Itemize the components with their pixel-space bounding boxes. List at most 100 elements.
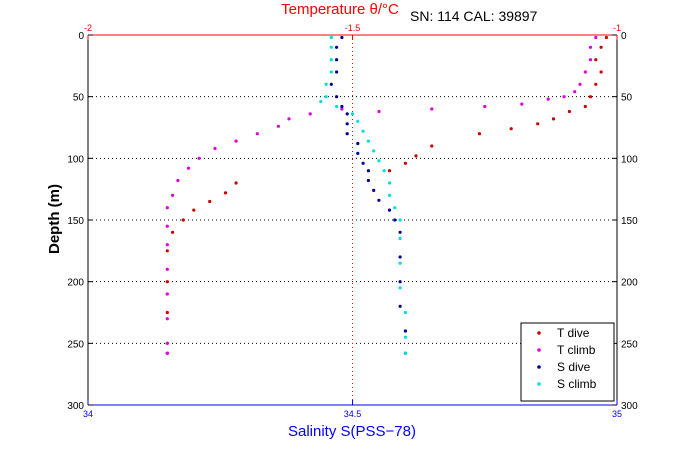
data-point bbox=[361, 129, 365, 133]
data-point bbox=[345, 132, 349, 136]
data-point bbox=[345, 112, 349, 116]
data-point bbox=[366, 169, 370, 173]
data-point bbox=[335, 70, 339, 74]
data-point bbox=[398, 255, 402, 259]
data-point bbox=[223, 191, 228, 195]
data-point bbox=[382, 169, 386, 173]
data-point bbox=[583, 70, 587, 74]
data-point bbox=[308, 112, 312, 116]
tick-label-depth-right: 50 bbox=[621, 93, 633, 104]
data-point bbox=[393, 218, 397, 222]
series-s-climb bbox=[319, 35, 407, 355]
data-point bbox=[398, 236, 402, 241]
data-point bbox=[335, 45, 339, 49]
data-point bbox=[594, 35, 598, 40]
data-point bbox=[403, 335, 407, 339]
legend-marker bbox=[537, 365, 541, 369]
data-point bbox=[176, 178, 180, 183]
axes bbox=[87, 34, 618, 406]
data-point bbox=[350, 112, 355, 116]
y-axis-label: Depth (m) bbox=[46, 184, 63, 254]
data-point bbox=[366, 139, 370, 143]
data-point bbox=[345, 122, 349, 126]
data-point bbox=[562, 95, 566, 99]
data-point bbox=[599, 70, 603, 74]
data-point bbox=[255, 132, 259, 136]
data-point bbox=[329, 58, 333, 62]
data-point bbox=[165, 310, 169, 315]
tick-label-depth-right: 200 bbox=[621, 278, 638, 289]
data-point bbox=[398, 286, 402, 290]
data-point bbox=[372, 188, 376, 192]
data-point bbox=[181, 218, 185, 222]
data-point bbox=[578, 82, 582, 86]
data-series bbox=[165, 35, 609, 355]
data-point bbox=[509, 127, 513, 131]
legend-marker bbox=[537, 331, 541, 335]
data-point bbox=[165, 224, 169, 228]
tick-label-depth-left: 300 bbox=[67, 401, 84, 412]
data-point bbox=[287, 117, 291, 121]
data-point bbox=[165, 249, 169, 253]
legend-label: S climb bbox=[557, 377, 597, 391]
data-point bbox=[583, 104, 587, 109]
data-point bbox=[588, 58, 593, 62]
data-point bbox=[335, 95, 339, 99]
data-point bbox=[335, 104, 339, 109]
top-axis-title: Temperature θ/°C bbox=[281, 1, 399, 18]
tick-label-depth-right: 100 bbox=[621, 154, 638, 165]
data-point bbox=[594, 82, 598, 86]
data-point bbox=[171, 230, 175, 234]
data-point bbox=[234, 139, 238, 143]
tick-label-temperature: -1 bbox=[613, 23, 621, 33]
data-point bbox=[398, 230, 402, 234]
data-point bbox=[165, 351, 169, 355]
data-point bbox=[361, 161, 365, 165]
data-point bbox=[536, 122, 540, 126]
data-point bbox=[234, 181, 238, 185]
data-point bbox=[171, 193, 175, 197]
data-point bbox=[377, 198, 381, 202]
tick-label-temperature: -2 bbox=[84, 23, 92, 33]
data-point bbox=[340, 104, 344, 109]
tick-label-depth-right: 150 bbox=[621, 216, 638, 227]
data-point bbox=[588, 45, 593, 49]
data-point bbox=[165, 280, 169, 284]
data-point bbox=[398, 304, 402, 308]
data-point bbox=[165, 292, 169, 296]
data-point bbox=[414, 154, 418, 158]
data-point bbox=[387, 193, 392, 197]
data-point bbox=[165, 317, 169, 321]
data-point bbox=[165, 341, 169, 345]
legend-box bbox=[520, 322, 615, 402]
data-point bbox=[213, 146, 217, 151]
data-point bbox=[197, 156, 201, 160]
data-point bbox=[329, 82, 333, 86]
legend-label: T dive bbox=[557, 326, 590, 340]
data-point bbox=[403, 351, 407, 355]
series-t-dive bbox=[165, 35, 609, 355]
data-point bbox=[546, 97, 550, 101]
data-point bbox=[356, 151, 360, 155]
data-point bbox=[398, 280, 402, 284]
tick-label-depth-left: 150 bbox=[67, 216, 84, 227]
data-point bbox=[398, 218, 402, 222]
tick-label-depth-left: 0 bbox=[78, 31, 84, 42]
data-point bbox=[356, 119, 360, 123]
data-point bbox=[319, 100, 323, 104]
data-point bbox=[366, 178, 370, 183]
data-point bbox=[430, 107, 434, 111]
data-point bbox=[588, 95, 593, 99]
tick-label-depth-left: 100 bbox=[67, 154, 84, 165]
tick-label-depth-right: 250 bbox=[621, 339, 638, 350]
data-point bbox=[387, 208, 392, 212]
data-point bbox=[340, 35, 344, 40]
legend-marker bbox=[537, 348, 541, 352]
legend-label: T climb bbox=[557, 343, 596, 357]
data-point bbox=[377, 159, 381, 163]
data-point bbox=[403, 161, 407, 165]
legend-label: S dive bbox=[557, 360, 591, 374]
data-point bbox=[393, 206, 397, 210]
data-point bbox=[403, 329, 407, 333]
